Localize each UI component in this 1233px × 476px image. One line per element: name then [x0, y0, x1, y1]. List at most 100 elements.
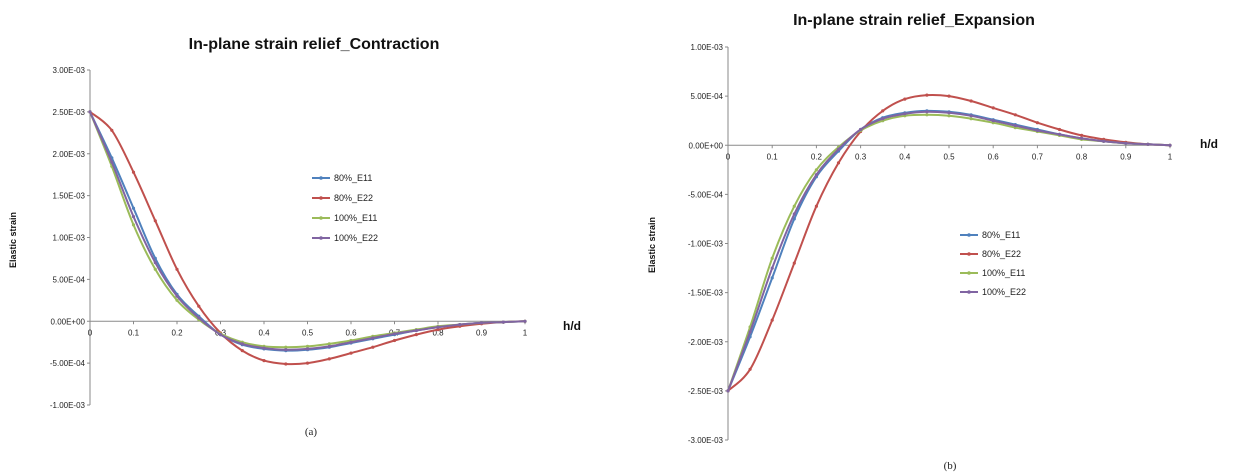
data-point — [153, 267, 157, 271]
data-point — [903, 97, 907, 101]
y-tick-label: 5.00E-04 — [691, 92, 724, 101]
data-point — [392, 332, 397, 336]
data-point — [814, 204, 819, 208]
data-point — [792, 212, 796, 216]
x-tick-label: 0.1 — [767, 152, 779, 161]
x-tick-label: 0.3 — [855, 152, 867, 161]
data-point — [836, 161, 841, 165]
data-point — [814, 168, 819, 172]
y-tick-label: 5.00E-04 — [53, 275, 86, 284]
x-tick-label: 0 — [726, 152, 731, 161]
data-point — [479, 321, 484, 325]
chart-expansion: In-plane strain relief_Expansion Elastic… — [647, 12, 1218, 472]
data-point — [748, 330, 752, 334]
data-point — [726, 389, 730, 393]
legend-marker — [319, 216, 323, 220]
data-point — [881, 117, 885, 121]
x-tick-label: 1 — [523, 328, 528, 337]
x-tick-label: 0.1 — [128, 328, 140, 337]
data-point — [262, 346, 266, 350]
legend-marker — [967, 271, 971, 275]
legend-marker — [319, 196, 323, 200]
data-point — [284, 362, 288, 366]
data-point — [110, 128, 114, 132]
data-point — [969, 114, 973, 118]
legend-label: 80%_E11 — [334, 173, 372, 183]
data-point — [903, 112, 907, 116]
y-tick-labels: 1.00E-03 5.00E-04 0.00E+00 -5.00E-04 -1.00E-… — [688, 43, 728, 445]
caption: (b) — [944, 460, 957, 472]
x-tick-label: 0.9 — [476, 328, 488, 337]
data-point — [859, 127, 863, 132]
data-point — [991, 106, 995, 110]
data-point — [1013, 113, 1017, 117]
data-point — [131, 206, 136, 210]
x-axis-label: h/d — [1200, 137, 1218, 151]
x-tick-label: 0 — [88, 328, 93, 337]
chart-title: In-plane strain relief_Expansion — [793, 12, 1035, 29]
data-point — [240, 349, 244, 353]
caption: (a) — [305, 426, 318, 438]
data-point — [1080, 136, 1084, 140]
y-tick-label: -2.00E-03 — [688, 338, 724, 347]
x-tick-label: 1 — [1168, 152, 1173, 161]
x-tick-labels: 0 0.1 0.2 0.3 0.4 0.5 0.6 0.7 0.8 0.9 1 — [726, 145, 1173, 161]
data-point — [925, 110, 929, 114]
y-tick-labels: 3.00E-03 2.50E-03 2.00E-03 1.50E-03 1.00E-03… — [50, 66, 90, 410]
legend: 80%_E11 80%_E22 100%_E11 100%_E22 — [960, 230, 1026, 297]
data-point — [836, 147, 841, 151]
x-tick-label: 0.4 — [258, 328, 270, 337]
data-point — [305, 347, 310, 351]
data-point — [770, 256, 774, 260]
series-line — [89, 111, 526, 352]
series-lines — [726, 93, 1172, 393]
y-tick-label: 3.00E-03 — [53, 66, 86, 75]
data-point — [991, 119, 995, 123]
data-point — [284, 345, 288, 349]
x-tick-label: 0.5 — [943, 152, 955, 161]
legend-label: 100%_E22 — [982, 287, 1026, 297]
data-point — [458, 323, 462, 327]
data-point — [925, 93, 929, 97]
data-point — [175, 298, 179, 302]
y-tick-label: 1.00E-03 — [691, 43, 724, 52]
data-point — [131, 170, 136, 174]
y-tick-label: 0.00E+00 — [51, 317, 86, 326]
data-point — [1035, 121, 1039, 125]
data-point — [1013, 124, 1017, 128]
y-tick-label: 2.50E-03 — [53, 108, 86, 117]
data-point — [284, 348, 288, 352]
data-point — [175, 294, 179, 298]
data-point — [969, 117, 973, 121]
data-point — [1124, 141, 1128, 145]
data-point — [436, 325, 440, 329]
data-point — [153, 261, 157, 265]
data-point — [110, 160, 114, 164]
data-point — [131, 223, 136, 227]
chart-contraction: In-plane strain relief_Contraction Elast… — [8, 36, 581, 438]
x-axis-label: h/d — [563, 319, 581, 333]
y-axis-label: Elastic strain — [8, 212, 18, 268]
data-point — [792, 261, 796, 265]
x-tick-label: 0.8 — [432, 328, 444, 337]
data-point — [1146, 142, 1150, 146]
data-point — [327, 342, 331, 346]
legend-label: 100%_E22 — [334, 233, 378, 243]
axes — [727, 47, 1170, 440]
x-tick-label: 0.4 — [899, 152, 911, 161]
y-axis-label: Elastic strain — [647, 217, 657, 273]
data-point — [131, 215, 136, 219]
data-point — [947, 114, 951, 118]
data-point — [262, 359, 266, 363]
data-point — [349, 340, 353, 344]
data-point — [392, 338, 397, 343]
data-point — [1080, 133, 1084, 137]
y-tick-label: -2.50E-03 — [688, 387, 724, 396]
legend-label: 100%_E11 — [334, 213, 377, 223]
data-point — [501, 320, 505, 324]
legend: 80%_E11 80%_E22 100%_E11 100%_E22 — [312, 173, 378, 243]
data-point — [947, 111, 951, 115]
y-tick-label: 0.00E+00 — [689, 141, 724, 150]
data-point — [414, 333, 418, 337]
